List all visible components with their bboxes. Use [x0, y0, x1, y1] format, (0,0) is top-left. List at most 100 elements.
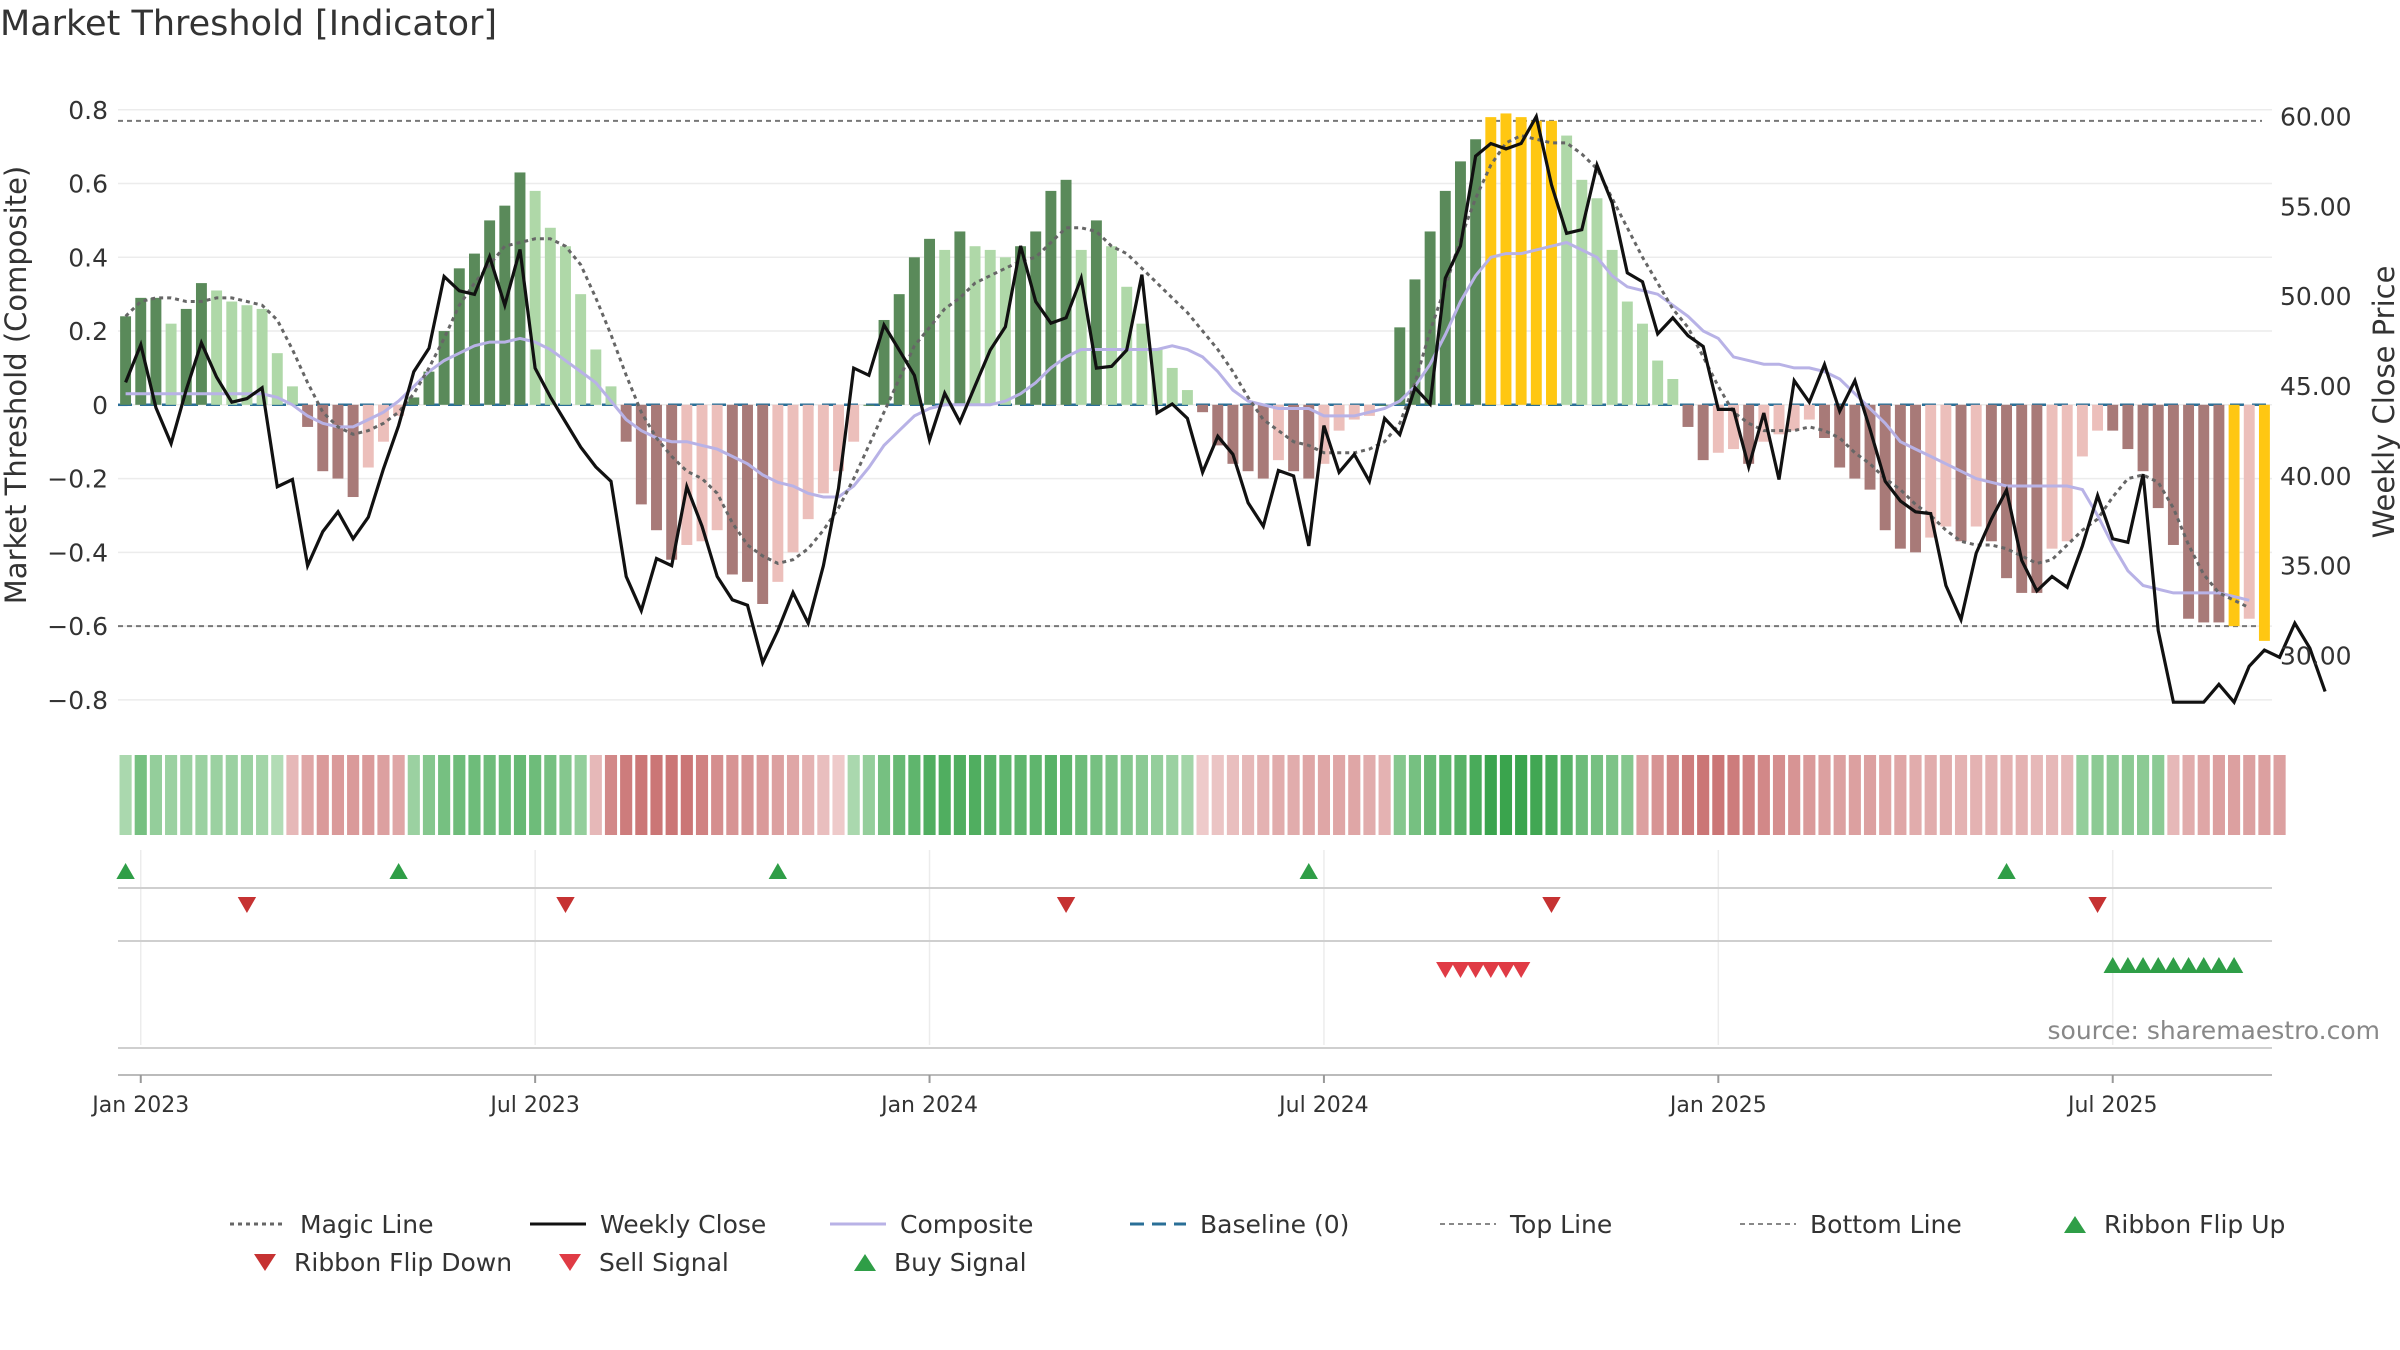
ribbon-flip-down-marker: [1056, 897, 1076, 913]
ribbon-cell: [953, 755, 966, 835]
ribbon-cell: [331, 755, 345, 835]
ribbon-cell: [1606, 755, 1619, 835]
ribbon-cell: [1151, 755, 1164, 835]
composite-bar: [1849, 404, 1861, 479]
composite-bar: [1591, 198, 1603, 405]
ribbon-cell: [968, 755, 982, 835]
composite-bar: [241, 305, 253, 405]
composite-bar: [2152, 404, 2164, 509]
composite-bar: [347, 404, 359, 498]
ribbon-cell: [877, 755, 891, 835]
composite-bar: [1606, 249, 1618, 405]
composite-bar: [2107, 404, 2119, 431]
ribbon-cell: [422, 755, 436, 835]
ribbon-cell: [1970, 755, 1983, 835]
ribbon-cell: [756, 755, 769, 835]
composite-bar: [1970, 404, 1982, 527]
ribbon-cell: [1985, 755, 1998, 835]
ribbon-cell: [2121, 755, 2134, 835]
ribbon-cell: [1621, 755, 1634, 835]
composite-bar: [1424, 231, 1436, 405]
buy-signal-marker: [2224, 957, 2244, 973]
ribbon-cell: [1348, 755, 1361, 835]
composite-bar: [1045, 190, 1057, 405]
ribbon-cell: [1181, 755, 1194, 835]
composite-bar: [332, 404, 344, 479]
composite-bar: [2122, 404, 2134, 450]
ribbon-cell: [1666, 755, 1679, 835]
legend-item: Top Line: [1440, 1206, 1612, 1242]
composite-bar: [2258, 404, 2270, 641]
composite-bar: [362, 404, 374, 468]
composite-bar: [772, 404, 784, 582]
composite-bar: [2228, 404, 2240, 627]
ribbon-cell: [635, 755, 648, 835]
ribbon-cell: [984, 755, 997, 835]
legend-line-swatch: [1440, 1223, 1496, 1225]
composite-histogram: [120, 113, 2270, 641]
ribbon-cell: [1075, 755, 1088, 835]
ribbon-cell: [1393, 755, 1406, 835]
composite-bar: [939, 249, 951, 405]
y-right-tick-label: 50.00: [2280, 282, 2352, 311]
ribbon-cell: [893, 755, 906, 835]
composite-bar: [908, 257, 920, 405]
ribbon-cell: [1044, 755, 1057, 835]
legend-triangle-down-icon: [559, 1254, 581, 1271]
composite-bar: [969, 246, 981, 405]
ribbon-cell: [620, 755, 633, 835]
ribbon-cell: [1424, 755, 1437, 835]
composite-bar: [560, 246, 571, 405]
composite-bar: [529, 190, 541, 405]
composite-bar: [2061, 404, 2073, 542]
ribbon-cell: [2258, 755, 2271, 835]
composite-bar: [924, 238, 936, 405]
y-left-tick-label: 0.2: [68, 317, 108, 346]
composite-bar: [1940, 404, 1952, 527]
composite-bar: [666, 404, 678, 560]
ribbon-strip: [119, 755, 2286, 835]
composite-bar: [2016, 404, 2028, 593]
ribbon-cell: [1879, 755, 1892, 835]
ribbon-cell: [1954, 755, 1968, 835]
ribbon-cell: [407, 755, 420, 835]
ribbon-cell: [2167, 755, 2180, 835]
ribbon-cell: [2197, 755, 2210, 835]
y-left-tick-label: −0.8: [47, 686, 108, 715]
composite-bar: [1166, 367, 1178, 405]
ribbon-cell: [2273, 755, 2286, 835]
legend-label: Ribbon Flip Down: [294, 1247, 513, 1277]
ribbon-cell: [1712, 755, 1725, 835]
ribbon-flip-up-marker: [389, 863, 408, 879]
ribbon-cell: [1545, 755, 1558, 835]
composite-bar: [1697, 404, 1709, 461]
composite-bar: [1333, 404, 1345, 431]
ribbon-cell: [604, 755, 618, 835]
ribbon-cell: [999, 755, 1012, 835]
ribbon-cell: [862, 755, 875, 835]
ribbon-cell: [726, 755, 739, 835]
ribbon-cell: [1317, 755, 1331, 835]
composite-bar: [1500, 113, 1512, 405]
composite-bar: [575, 294, 587, 405]
composite-bar: [226, 301, 238, 405]
ribbon-flip-down-marker: [556, 897, 575, 913]
composite-bar: [757, 404, 769, 604]
ribbon-cell: [786, 755, 800, 835]
composite-bar: [711, 404, 723, 531]
ribbon-cell: [1272, 755, 1285, 835]
left-y-axis: 0.8 0.6 0.4 0.2 0 −0.2 −0.4 −0.6 −0.8: [47, 96, 108, 715]
legend-line-swatch: [1740, 1223, 1796, 1225]
ribbon-cell: [2228, 755, 2241, 835]
y-right-tick-label: 30.00: [2280, 642, 2352, 671]
ribbon-cell: [513, 755, 527, 835]
ribbon-cell: [2182, 755, 2195, 835]
composite-bar: [1561, 135, 1573, 405]
ribbon-cell: [923, 755, 936, 835]
composite-bar: [2198, 404, 2210, 623]
ribbon-cell: [134, 755, 147, 835]
ribbon-cell: [2030, 755, 2043, 835]
composite-bar: [590, 349, 602, 405]
legend-label: Bottom Line: [1810, 1209, 1962, 1239]
legend-label: Ribbon Flip Up: [2104, 1209, 2286, 1239]
